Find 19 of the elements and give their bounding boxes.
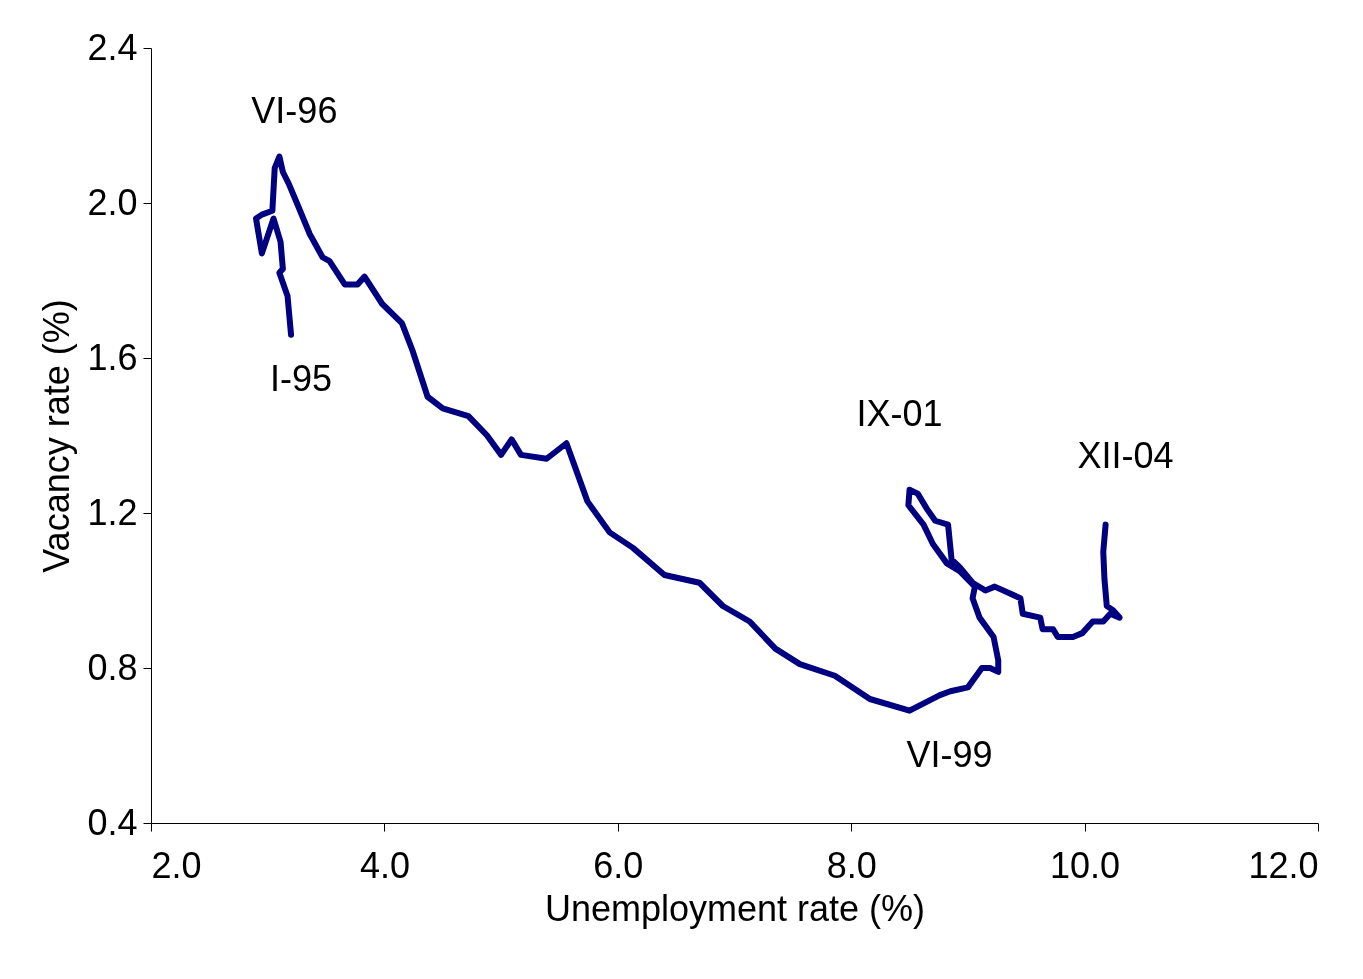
annotation: VI-99 xyxy=(906,733,993,775)
annotation: XII-04 xyxy=(1077,434,1174,476)
y-tick-label: 1.6 xyxy=(87,336,138,378)
x-tick-label: 2.0 xyxy=(151,844,202,886)
annotation: I-95 xyxy=(270,357,333,399)
x-axis-title: Unemployment rate (%) xyxy=(544,887,926,929)
y-tick-label: 2.4 xyxy=(87,26,138,68)
x-tick-label: 10.0 xyxy=(1050,844,1121,886)
y-tick-label: 0.8 xyxy=(87,646,138,688)
annotation: VI-96 xyxy=(251,89,338,131)
annotation: IX-01 xyxy=(856,392,943,434)
y-tick-label: 1.2 xyxy=(87,491,138,533)
y-axis-title: Vacancy rate (%) xyxy=(36,299,78,573)
x-tick-label: 8.0 xyxy=(826,844,877,886)
y-tick-label: 0.4 xyxy=(87,801,138,843)
x-tick-label: 6.0 xyxy=(593,844,644,886)
x-tick-label: 4.0 xyxy=(359,844,410,886)
y-tick-label: 2.0 xyxy=(87,181,138,223)
x-tick-label: 12.0 xyxy=(1248,844,1319,886)
